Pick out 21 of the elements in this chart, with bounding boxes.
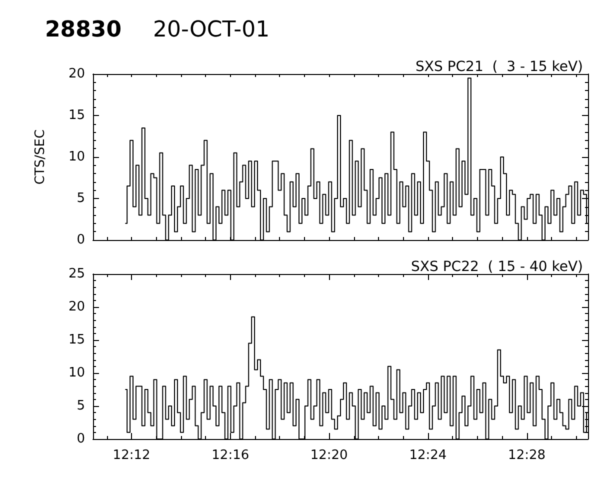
y-tick-label: 25 <box>68 266 85 282</box>
x-tick-label: 12:28 <box>508 448 546 463</box>
y-tick-label: 10 <box>68 366 85 380</box>
y-tick-label: 15 <box>68 108 85 123</box>
y-tick-label: 5 <box>76 191 85 206</box>
y-tick-label: 15 <box>68 332 85 348</box>
legend-label: SXS PC21 ( 3 - 15 keV) <box>416 59 584 75</box>
y-tick-label: 10 <box>68 150 85 164</box>
y-tick-label: 5 <box>76 398 85 414</box>
legend-label: SXS PC22 ( 15 - 40 keV) <box>411 259 583 275</box>
y-tick-label: 20 <box>68 66 85 82</box>
y-tick-label: 0 <box>76 432 85 446</box>
y-tick-label: 20 <box>68 300 85 314</box>
y-tick-label: 0 <box>76 232 85 248</box>
x-tick-label: 12:12 <box>112 448 150 463</box>
chart-subtitle: 20-OCT-01 <box>153 18 270 42</box>
x-tick-label: 12:24 <box>409 448 447 463</box>
chart-title: 28830 <box>45 18 122 42</box>
x-tick-label: 12:16 <box>212 448 250 463</box>
x-tick-label: 12:20 <box>310 448 348 463</box>
y-axis-title: CTS/SEC <box>33 129 48 185</box>
